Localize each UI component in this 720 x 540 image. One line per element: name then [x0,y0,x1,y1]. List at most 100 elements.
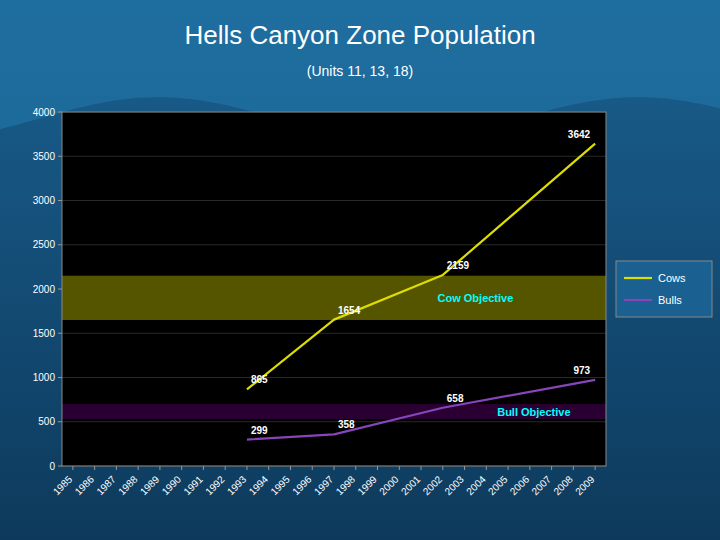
y-tick [58,156,62,157]
x-tick [551,466,552,470]
data-label: 299 [251,425,268,436]
background [0,0,720,540]
y-tick-label: 1000 [33,372,56,383]
x-tick [377,466,378,470]
x-tick-label: 1997 [312,473,336,497]
y-tick [58,421,62,422]
x-tick-label: 1987 [94,473,118,497]
x-tick [573,466,574,470]
x-tick [290,466,291,470]
x-tick-label: 2001 [399,473,423,497]
legend-label: Cows [658,272,686,284]
band-label: Bull Objective [497,406,570,418]
x-tick [138,466,139,470]
y-tick [58,112,62,113]
series-line [247,380,595,440]
y-tick-label: 0 [49,461,55,472]
grid-line [62,333,606,334]
series-line [247,144,595,390]
x-tick-label: 2008 [551,473,575,497]
subtitle: (Units 11, 13, 18) [307,63,413,79]
y-tick [58,200,62,201]
chart: Hells Canyon Zone Population (Units 11, 1… [0,0,720,540]
x-tick-label: 2007 [530,473,554,497]
x-tick [486,466,487,470]
x-tick-label: 2002 [421,473,445,497]
y-tick [58,466,62,467]
x-tick [529,466,530,470]
plot-frame [62,112,606,466]
legend-swatch [624,299,652,301]
legend-label: Bulls [658,294,682,306]
x-tick-label: 2000 [377,473,401,497]
objective-band [62,404,606,419]
data-label: 973 [573,365,590,376]
x-tick-label: 2006 [508,473,532,497]
x-tick-label: 1992 [203,473,227,497]
y-tick-label: 500 [38,416,55,427]
y-tick [58,244,62,245]
x-tick [246,466,247,470]
y-tick-label: 3500 [33,151,56,162]
data-label: 358 [338,419,355,430]
x-tick [225,466,226,470]
y-tick-label: 2500 [33,239,56,250]
y-tick [58,333,62,334]
x-tick [442,466,443,470]
x-tick [355,466,356,470]
objective-band [62,276,606,320]
x-tick [94,466,95,470]
x-tick [72,466,73,470]
x-tick [595,466,596,470]
x-tick [334,466,335,470]
x-tick-label: 2004 [464,473,488,497]
grid-line [62,200,606,201]
data-label: 865 [251,374,268,385]
x-tick [464,466,465,470]
y-tick-label: 3000 [33,195,56,206]
legend: Cows Bulls [616,261,712,317]
x-tick-label: 1999 [355,473,379,497]
data-label: 2159 [447,260,470,271]
x-tick [203,466,204,470]
legend-box [616,261,712,317]
x-tick-label: 1985 [51,473,75,497]
grid-line [62,421,606,422]
x-tick-label: 1990 [160,473,184,497]
x-tick [116,466,117,470]
title: Hells Canyon Zone Population [184,20,535,50]
y-tick-label: 2000 [33,284,56,295]
x-tick-label: 2005 [486,473,510,497]
y-tick [58,289,62,290]
data-label: 3642 [568,129,591,140]
x-tick [508,466,509,470]
x-tick-label: 1993 [225,473,249,497]
x-tick-label: 1996 [290,473,314,497]
x-tick-label: 2009 [573,473,597,497]
x-tick-label: 1988 [116,473,140,497]
data-label: 658 [447,393,464,404]
x-tick-label: 2003 [442,473,466,497]
y-tick [58,377,62,378]
x-tick [312,466,313,470]
grid-line [62,156,606,157]
x-tick [421,466,422,470]
band-label: Cow Objective [438,292,514,304]
x-tick-label: 1995 [268,473,292,497]
x-tick-label: 1991 [181,473,205,497]
x-tick-label: 1986 [73,473,97,497]
grid-line [62,377,606,378]
x-tick-label: 1989 [138,473,162,497]
plot-background [62,112,606,466]
y-tick-label: 4000 [33,107,56,118]
x-tick [399,466,400,470]
legend-swatch [624,277,652,279]
data-label: 1654 [338,305,361,316]
x-tick-label: 1998 [334,473,358,497]
grid-line [62,244,606,245]
x-tick [268,466,269,470]
plot-area [62,144,606,440]
x-tick [181,466,182,470]
x-tick [159,466,160,470]
y-tick-label: 1500 [33,328,56,339]
